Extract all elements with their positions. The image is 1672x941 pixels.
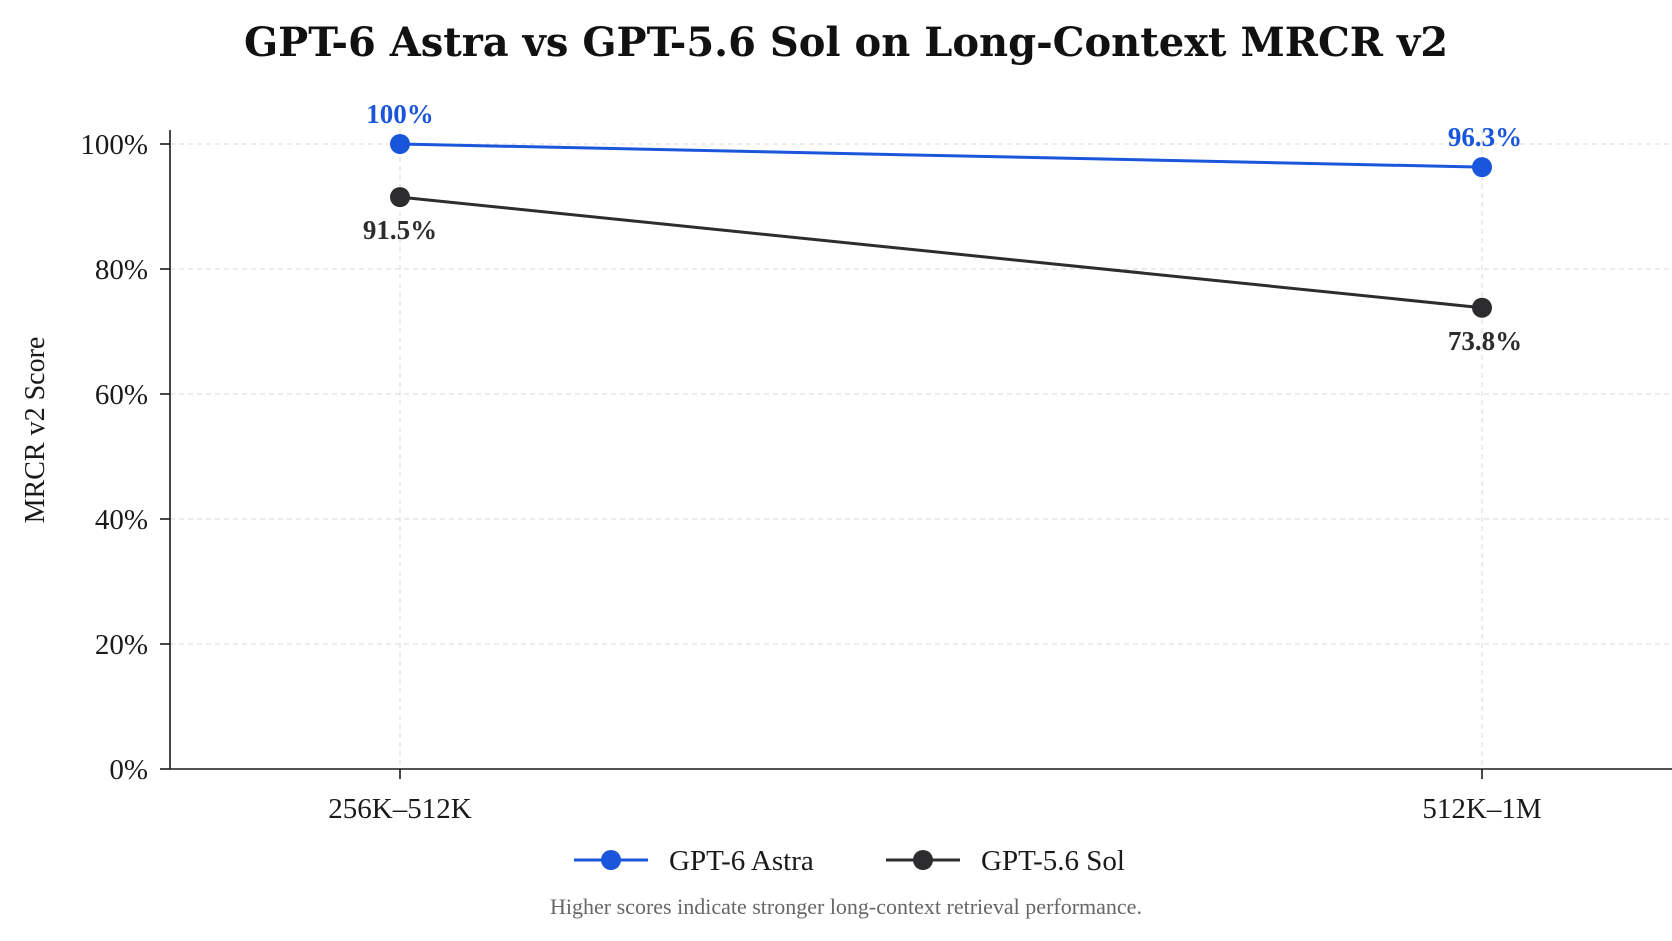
x-tick-labels: 256K–512K 512K–1M <box>328 793 1541 825</box>
data-point <box>390 134 410 154</box>
data-point <box>1472 157 1492 178</box>
legend-swatch-marker <box>601 850 621 870</box>
series <box>390 134 1492 318</box>
y-tick-label: 40% <box>95 504 148 536</box>
data-label: 100% <box>366 99 434 129</box>
y-axis-label: MRCR v2 Score <box>20 337 51 524</box>
y-tick-label: 60% <box>95 379 148 411</box>
y-tick-label: 100% <box>80 129 148 161</box>
data-label: 91.5% <box>363 215 437 245</box>
data-label: 73.8% <box>1448 326 1522 356</box>
axes <box>160 130 1672 779</box>
legend-swatch-marker <box>913 850 933 870</box>
series-line <box>399 195 1483 310</box>
data-point <box>390 187 410 208</box>
grid <box>170 130 1672 769</box>
x-tick-label: 256K–512K <box>328 793 471 825</box>
chart-note: Higher scores indicate stronger long-con… <box>550 894 1142 919</box>
y-tick-labels: 0% 20% 40% 60% 80% 100% <box>80 129 148 786</box>
x-tick-label: 512K–1M <box>1422 793 1541 825</box>
legend: GPT-6 Astra GPT-5.6 Sol <box>574 845 1125 877</box>
y-tick-label: 80% <box>95 254 148 286</box>
chart-title: GPT-6 Astra vs GPT-5.6 Sol on Long-Conte… <box>244 19 1448 66</box>
y-tick-label: 20% <box>95 629 148 661</box>
y-tick-label: 0% <box>109 754 148 786</box>
series-line <box>399 142 1483 169</box>
data-point <box>1472 297 1492 318</box>
data-labels: 100% 96.3% 91.5% 73.8% <box>363 99 1522 356</box>
data-label: 96.3% <box>1448 122 1522 152</box>
legend-label: GPT-6 Astra <box>669 845 814 877</box>
legend-label: GPT-5.6 Sol <box>981 845 1125 877</box>
